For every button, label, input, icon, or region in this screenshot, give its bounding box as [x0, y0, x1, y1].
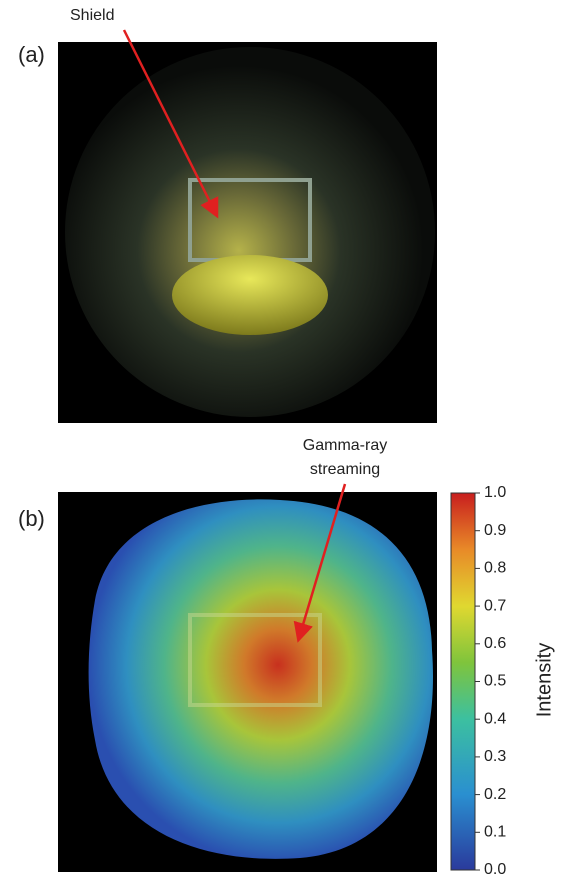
annotation: streaming: [310, 461, 380, 478]
figure: (a) Shield (b) Gamma-ray streaming Inten…: [0, 0, 563, 881]
panel-label: (b): [18, 506, 45, 531]
tick-label: 0.0: [484, 861, 506, 878]
panel-label: (a): [18, 42, 45, 67]
tick-label: 0.3: [484, 748, 506, 765]
colorbar-label: Intensity: [533, 643, 555, 717]
tick-label: 0.4: [484, 710, 506, 727]
tick-label: 0.6: [484, 635, 506, 652]
tick-label: 0.2: [484, 786, 506, 803]
colorbar: [451, 493, 475, 870]
tick-label: 0.1: [484, 824, 506, 841]
tick-label: 0.9: [484, 522, 506, 539]
annotation: Shield: [70, 7, 114, 24]
tick-label: 0.5: [484, 673, 506, 690]
colorbar-ticks: 0.0 0.1 0.2 0.3 0.4 0.5 0.6 0.7 0.8 0.9 1.0: [475, 484, 506, 878]
annotation: Gamma-ray: [303, 437, 387, 454]
photo-a: [58, 42, 437, 423]
tick-label: 0.7: [484, 597, 506, 614]
tick-label: 1.0: [484, 484, 506, 501]
photo-b: [58, 492, 437, 872]
tick-label: 0.8: [484, 560, 506, 577]
